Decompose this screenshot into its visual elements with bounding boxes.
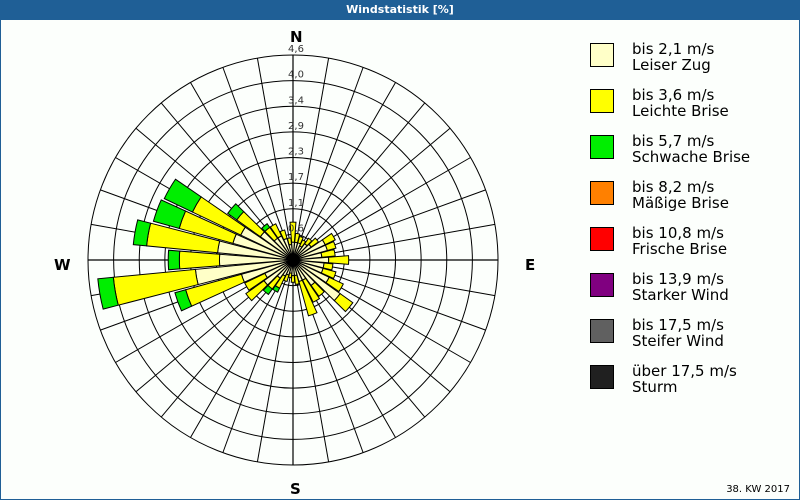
wind-wedge (328, 255, 350, 265)
legend-speed: bis 2,1 m/s (632, 40, 715, 58)
wind-wedge (178, 250, 221, 270)
wind-wedge (289, 221, 297, 243)
wind-wedge (262, 284, 273, 296)
grid-spoke (305, 223, 495, 259)
legend-swatch (590, 43, 614, 67)
wind-wedge (301, 277, 321, 303)
grid-spoke (294, 58, 330, 248)
legend-swatch (590, 273, 614, 297)
legend-name: Leiser Zug (632, 56, 711, 74)
legend-swatch (590, 89, 614, 113)
wind-wedge (244, 272, 268, 291)
compass-east-label: E (525, 256, 536, 274)
wind-wedge (261, 223, 271, 233)
wind-wedge (322, 262, 334, 271)
wind-wedge (167, 249, 181, 271)
legend-swatch (590, 181, 614, 205)
wind-wedge (297, 235, 304, 245)
ring-label: 0,6 (288, 223, 304, 234)
wind-wedge (97, 276, 119, 310)
compass-south-label: S (290, 480, 301, 498)
week-label: 38. KW 2017 (726, 484, 790, 495)
wind-wedge (279, 229, 288, 241)
chart-title: Windstatistik [%] (0, 0, 800, 20)
legend-speed: bis 17,5 m/s (632, 316, 724, 334)
legend-swatch (590, 365, 614, 389)
legend-name: Starker Wind (632, 286, 729, 304)
wind-wedge (293, 274, 300, 285)
legend-swatch (590, 135, 614, 159)
grid-spoke (298, 82, 396, 250)
grid-spoke (300, 102, 426, 251)
ring-label: 1,1 (288, 198, 304, 209)
wind-wedge (333, 292, 354, 313)
center-hub (288, 255, 298, 265)
wind-wedge (324, 240, 337, 252)
legend-swatch (590, 227, 614, 251)
ring-label: 1,7 (288, 172, 304, 183)
wind-wedge (269, 223, 283, 239)
wind-wedge (320, 267, 337, 280)
legend-name: Frische Brise (632, 240, 728, 258)
legend-speed: bis 3,6 m/s (632, 86, 715, 104)
wind-wedge (226, 203, 245, 221)
wind-wedge (290, 275, 296, 283)
legend-name: Mäßige Brise (632, 194, 729, 212)
grid-spoke (294, 272, 330, 462)
grid-spoke (190, 82, 288, 250)
ring-label: 2,3 (288, 147, 304, 158)
grid-spoke (305, 261, 495, 297)
ring-label: 4,6 (288, 44, 304, 55)
grid-spoke (302, 127, 451, 253)
wind-wedge (163, 178, 202, 213)
compass-west-label: W (54, 256, 71, 274)
wind-wedge (286, 237, 293, 246)
grid-spoke (256, 272, 292, 462)
legend-name: Leichte Brise (632, 102, 729, 120)
legend-speed: bis 13,9 m/s (632, 270, 724, 288)
grid-spoke (222, 67, 290, 249)
ring-label: 2,9 (288, 121, 304, 132)
grid-spoke (222, 271, 290, 453)
legend-name: Sturm (632, 378, 678, 396)
wind-wedge (310, 281, 325, 297)
legend-name: Steifer Wind (632, 332, 724, 350)
grid-spoke (296, 67, 364, 249)
grid-spoke (160, 269, 286, 418)
wind-wedge (321, 232, 336, 246)
wind-wedge (294, 232, 301, 244)
wind-wedge (245, 280, 269, 302)
ring-label: 3,4 (288, 95, 304, 106)
ring-label: 4,0 (288, 70, 304, 81)
wind-wedge (298, 279, 318, 317)
wind-wedge (174, 289, 193, 312)
legend-speed: bis 10,8 m/s (632, 224, 724, 242)
wind-wedge (132, 219, 152, 247)
wind-wedge (152, 199, 187, 230)
wind-wedge (272, 285, 281, 293)
legend-speed: bis 5,7 m/s (632, 132, 715, 150)
grid-spoke (256, 58, 292, 248)
wind-wedge (308, 237, 320, 248)
wind-wedge (320, 248, 336, 258)
compass-north-label: N (290, 28, 303, 46)
legend-name: Schwache Brise (632, 148, 751, 166)
grid-spoke (190, 270, 288, 438)
legend-speed: bis 8,2 m/s (632, 178, 715, 196)
legend-speed: über 17,5 m/s (632, 362, 737, 380)
wind-wedge (325, 276, 344, 293)
legend-swatch (590, 319, 614, 343)
